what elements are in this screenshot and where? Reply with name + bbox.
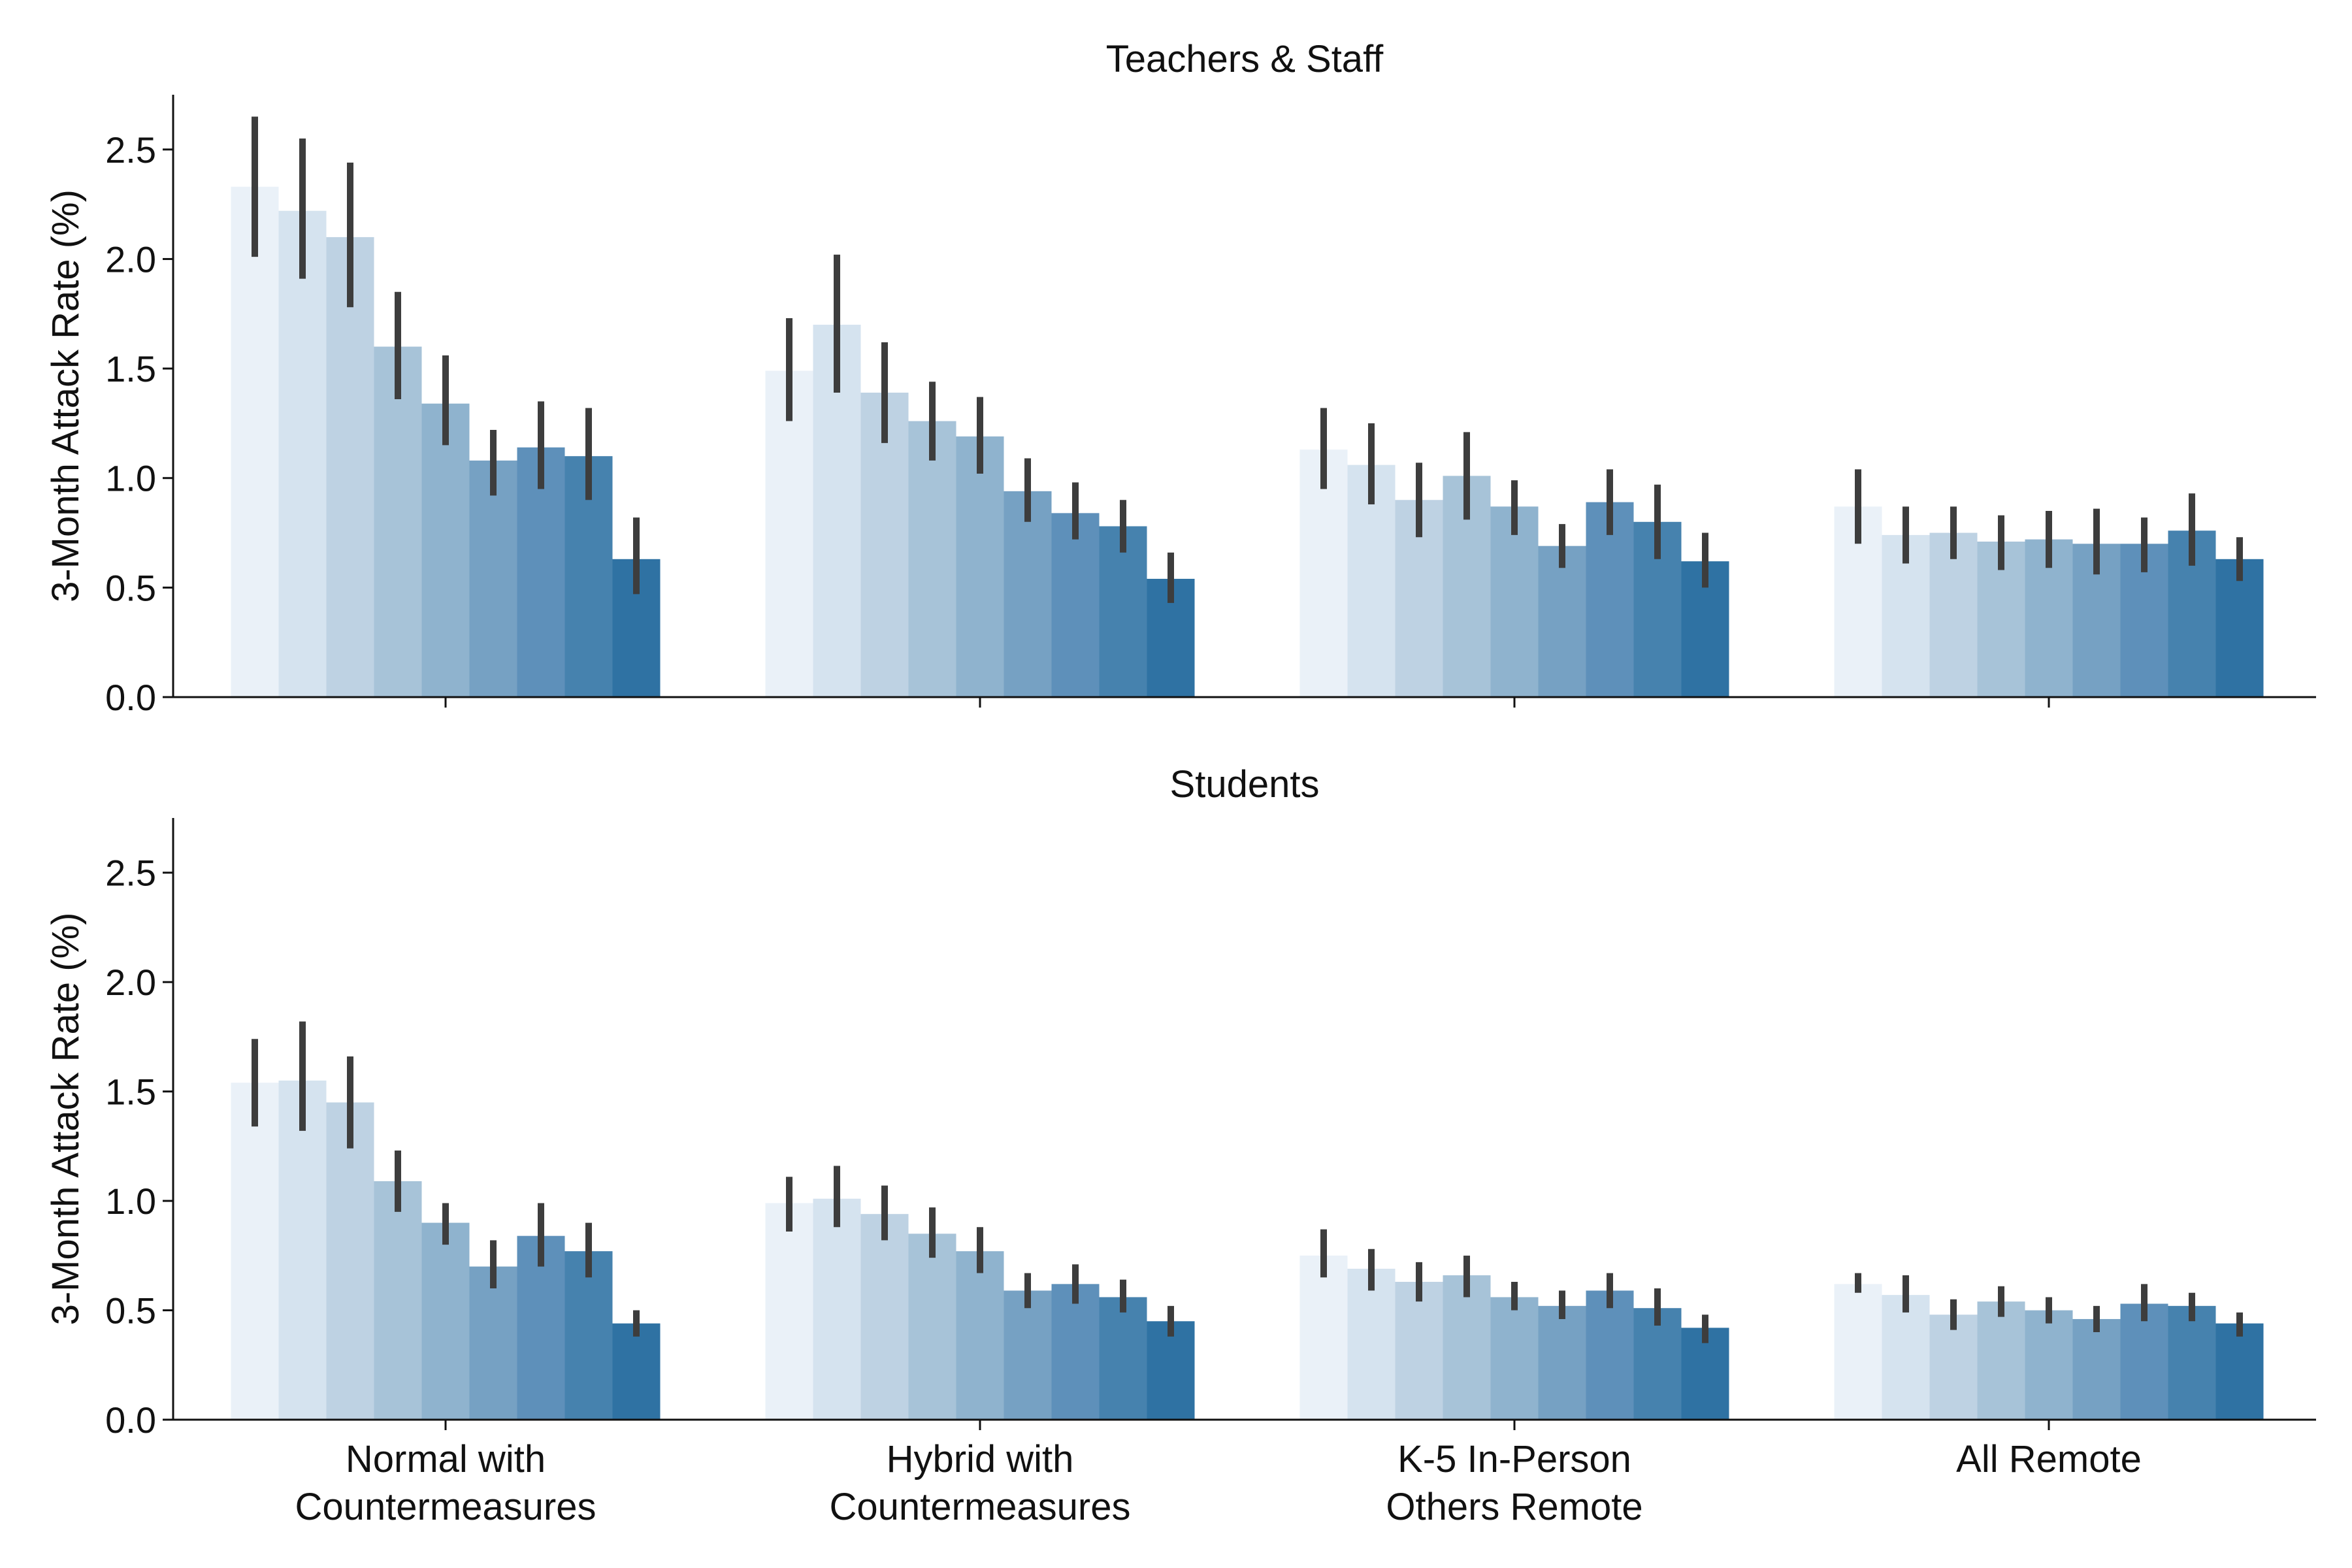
bar <box>765 370 813 697</box>
bar <box>1490 506 1539 697</box>
bar <box>2168 1305 2216 1420</box>
bar <box>908 1233 956 1420</box>
bar <box>765 1203 813 1420</box>
bar <box>469 1266 517 1420</box>
bar <box>231 186 279 697</box>
x-tick-label: Hybrid with Countermeasures <box>830 1438 1131 1528</box>
bar <box>1977 1301 2025 1420</box>
bar <box>1004 1290 1052 1420</box>
y-axis-label: 3-Month Attack Rate (%) <box>44 913 87 1326</box>
bar <box>1347 1268 1396 1420</box>
bar <box>231 1083 279 1420</box>
bar <box>1299 1255 1348 1420</box>
bar <box>1099 1297 1147 1420</box>
bar <box>326 1102 374 1420</box>
y-tick-label: 0.0 <box>105 1399 156 1441</box>
bar <box>2025 1310 2073 1420</box>
bar <box>2215 1323 2264 1420</box>
bar <box>278 210 327 697</box>
panel-title: Students <box>1170 763 1320 806</box>
bar <box>1834 1284 1882 1420</box>
bar <box>860 392 909 697</box>
bar <box>564 1251 613 1420</box>
bar <box>1443 1275 1491 1420</box>
panel-title: Teachers & Staff <box>1106 38 1384 80</box>
bar <box>469 460 517 697</box>
bar <box>1299 449 1348 697</box>
bar <box>908 421 956 697</box>
bar <box>956 436 1004 697</box>
bar <box>1929 532 1978 697</box>
bar <box>374 346 422 697</box>
bar <box>421 1222 470 1420</box>
panel-students: Students 3-Month Attack Rate (%) 0.0 0.5 1.0… <box>44 763 2316 1528</box>
bar <box>2072 1318 2121 1420</box>
bar <box>1147 1321 1195 1420</box>
bar <box>1395 1282 1443 1420</box>
bar <box>2215 559 2264 697</box>
y-tick-label: 0.0 <box>105 677 156 718</box>
bar <box>278 1080 327 1420</box>
y-tick-label: 1.5 <box>105 1071 156 1113</box>
x-tick-label: Normal with Countermeasures <box>295 1438 596 1528</box>
y-tick-label: 2.0 <box>105 962 156 1003</box>
bar <box>1538 546 1586 697</box>
bar <box>1538 1305 1586 1420</box>
y-tick-label: 1.5 <box>105 348 156 389</box>
x-tick-label: K-5 In-Person Others Remote <box>1386 1438 1642 1528</box>
y-tick-label: 2.5 <box>105 853 156 894</box>
panel-teachers-staff: Teachers & Staff 3-Month Attack Rate (%) 0… <box>44 38 2316 718</box>
y-tick-label: 1.0 <box>105 458 156 499</box>
bar <box>2120 1303 2168 1420</box>
bar <box>421 403 470 697</box>
bar <box>1099 526 1147 697</box>
bar <box>813 1198 861 1420</box>
bar <box>1051 1284 1100 1420</box>
bar <box>956 1251 1004 1420</box>
bar <box>1633 1308 1682 1420</box>
bar <box>612 1323 661 1420</box>
bar <box>374 1181 422 1420</box>
y-tick-label: 1.0 <box>105 1181 156 1222</box>
bar <box>860 1214 909 1420</box>
y-tick-label: 2.0 <box>105 238 156 280</box>
y-tick-label: 2.5 <box>105 129 156 171</box>
bar <box>1882 1295 1930 1420</box>
y-tick-label: 0.5 <box>105 567 156 608</box>
x-tick-label: All Remote <box>1956 1438 2142 1480</box>
bar <box>517 1235 565 1420</box>
bar <box>326 237 374 698</box>
bar <box>1490 1297 1539 1420</box>
bar <box>1051 513 1100 697</box>
bar <box>1586 1290 1634 1420</box>
bar <box>1004 491 1052 697</box>
y-axis-label: 3-Month Attack Rate (%) <box>44 189 87 602</box>
y-tick-label: 0.5 <box>105 1290 156 1331</box>
bar <box>1929 1315 1978 1420</box>
